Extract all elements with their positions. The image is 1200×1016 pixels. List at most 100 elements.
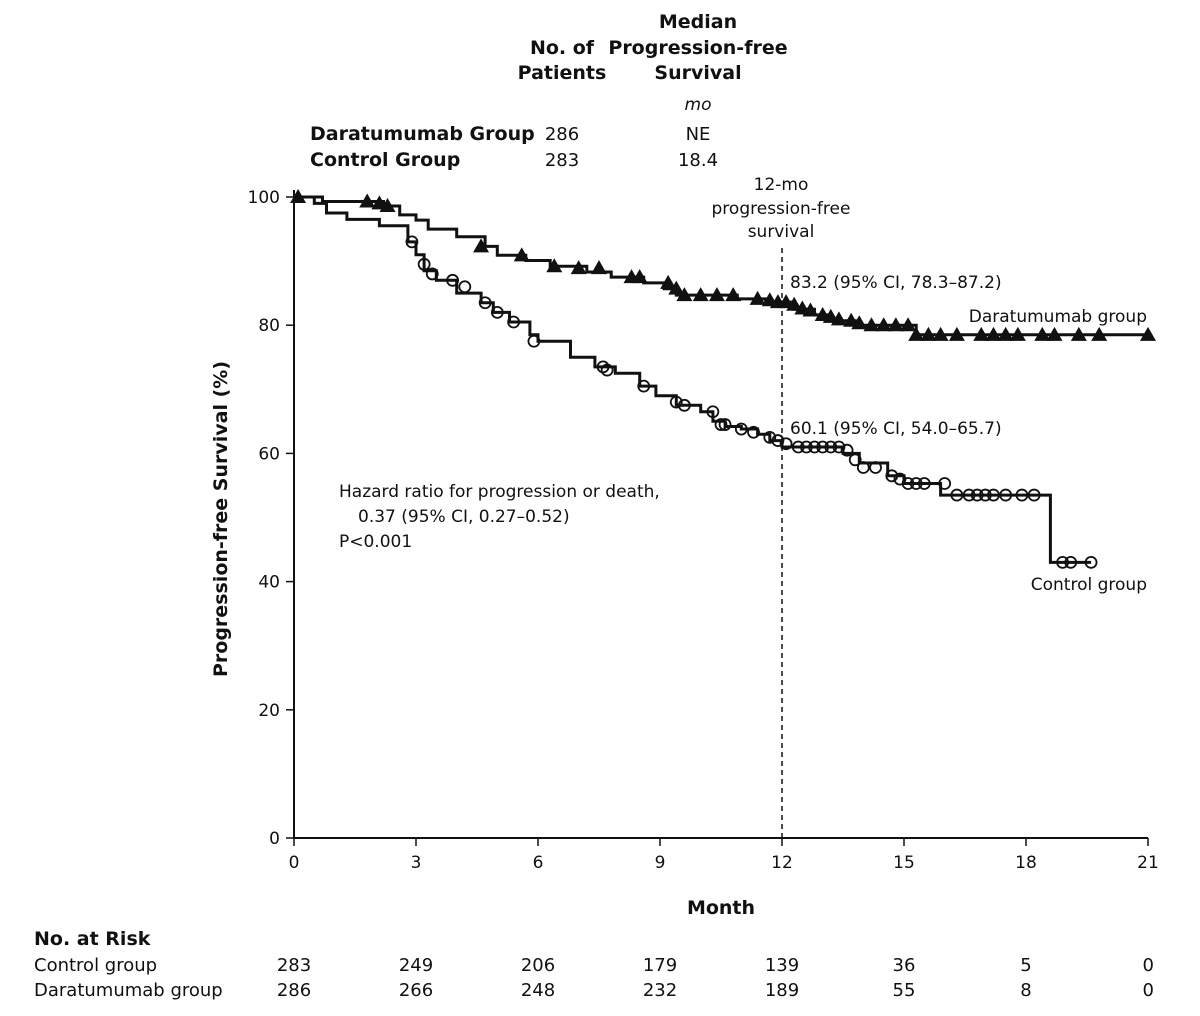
control-group-censor-mark <box>478 296 492 310</box>
control-12mo-value: 60.1 (95% CI, 54.0–65.7) <box>790 419 1002 439</box>
daratumumab-group-censor-mark <box>948 326 965 341</box>
reference-label-line-2: progression-free <box>712 199 851 219</box>
col-median-line-3: Survival <box>654 62 741 84</box>
control-group-censor-mark <box>938 477 952 490</box>
control-group-censor-mark <box>978 488 992 502</box>
daratumumab-group-censor-mark <box>359 193 376 208</box>
daratumumab-group-censor-mark <box>875 317 892 332</box>
control-group-censor-mark <box>405 235 419 249</box>
control-group-at-risk-month-12: 139 <box>765 955 799 976</box>
control-group-censor-mark <box>901 477 915 490</box>
daratumumab-group-censor-mark <box>1140 326 1156 341</box>
col-patients-line-2: Patients <box>518 62 607 84</box>
daratumumab-group-censor-mark <box>830 311 847 326</box>
control-group-censor-mark <box>909 477 923 490</box>
daratumumab-group-censor-mark <box>749 290 766 305</box>
daratumumab-group-censor-mark <box>379 197 396 212</box>
control-group-censor-mark <box>987 488 1000 502</box>
daratumumab-group-censor-mark <box>676 287 693 302</box>
control-group-censor-mark <box>600 363 614 377</box>
p-value: P<0.001 <box>339 532 412 552</box>
control-group-censor-mark <box>417 257 431 271</box>
control-group-censor-mark <box>507 315 520 329</box>
control-group-censor-mark <box>1015 488 1029 502</box>
control-group-censor-mark <box>771 434 785 447</box>
control-group-censor-mark <box>490 305 504 319</box>
risk-table: No. at Risk Control group Daratumumab gr… <box>34 928 1154 1001</box>
control-group-censor-mark <box>824 440 838 454</box>
daratumumab-group-censor-mark <box>660 274 677 289</box>
group-label-daratumumab: Daratumumab Group <box>310 123 535 145</box>
daratumumab-group-censor-mark <box>786 296 803 311</box>
control-group-censor-mark <box>917 477 931 490</box>
control-group-censor-mark <box>869 461 882 474</box>
daratumumab-group-censor-mark <box>1046 326 1063 341</box>
daratumumab-group-at-risk-month-9: 232 <box>643 980 677 1001</box>
y-tick-label-0: 0 <box>269 829 280 849</box>
y-axis-label: Progression-free Survival (%) <box>210 361 232 677</box>
control-group-censor-mark <box>962 488 976 502</box>
hazard-ratio-line-1: Hazard ratio for progression or death, <box>339 482 660 502</box>
control-group-censor-mark <box>1084 555 1098 569</box>
x-tick-label-18: 18 <box>1015 853 1037 873</box>
x-ticks: 0 3 6 9 12 15 18 21 <box>289 838 1159 873</box>
daratumumab-group-at-risk-month-15: 55 <box>893 980 916 1001</box>
x-axis-label: Month <box>687 897 755 919</box>
daratumumab-group-censor-mark <box>1034 326 1051 341</box>
daratumumab-group-censor-mark <box>513 247 530 262</box>
daratumumab-group-censor-mark <box>692 287 709 302</box>
y-tick-label-20: 20 <box>258 701 280 721</box>
daratumumab-group-censor-mark <box>473 238 490 253</box>
daratumumab-group-censor-mark <box>973 326 990 341</box>
control-group-censor-mark <box>1027 488 1041 502</box>
daratumumab-group-censor-mark <box>932 326 949 341</box>
daratumumab-group-at-risk-month-21: 0 <box>1143 980 1154 1001</box>
y-tick-label-60: 60 <box>258 444 280 464</box>
control-group-censor-mark <box>678 398 691 412</box>
y-tick-label-40: 40 <box>258 573 280 593</box>
daratumumab-group-censor-mark <box>802 302 819 317</box>
control-group-censor-mark <box>800 440 813 454</box>
control-group-curve <box>294 195 1092 564</box>
control-group-censor-mark <box>669 395 683 409</box>
daratumumab-group-censor-mark <box>570 260 587 275</box>
x-tick-label-9: 9 <box>655 853 666 873</box>
daratumumab-group-at-risk-month-18: 8 <box>1020 980 1031 1001</box>
daratumumab-group-censor-mark <box>668 280 685 295</box>
risk-table-title: No. at Risk <box>34 928 151 950</box>
col-median-line-2: Progression-free <box>608 37 787 59</box>
daratumumab-group-censor-mark <box>863 317 880 332</box>
x-tick-label-0: 0 <box>289 853 300 873</box>
control-group-at-risk-month-0: 283 <box>277 955 311 976</box>
daratumumab-group-censor-mark <box>985 326 1002 341</box>
risk-values: 283 249 206 179 139 36 5 0 286 266 248 232 189 55 8 0 <box>277 955 1154 1001</box>
daratumumab-group-at-risk-month-0: 286 <box>277 980 311 1001</box>
daratumumab-group-censor-mark <box>631 269 648 284</box>
daratumumab-group-censor-mark <box>1009 326 1026 341</box>
control-group-censor-mark <box>970 488 984 502</box>
control-group-censor-mark <box>734 422 748 436</box>
y-tick-label-100: 100 <box>248 188 280 208</box>
control-group-censor-mark <box>1064 555 1078 569</box>
risk-row-label-daratumumab: Daratumumab group <box>34 980 223 1001</box>
control-group-censor-mark <box>840 443 854 457</box>
control-group-label: Control group <box>1031 575 1147 595</box>
daratumumab-group-label: Daratumumab group <box>969 307 1147 327</box>
control-group-at-risk-month-21: 0 <box>1143 955 1154 976</box>
control-group-censor-mark <box>885 469 899 483</box>
control-group-censor-mark <box>808 440 821 454</box>
hazard-ratio-line-2: 0.37 (95% CI, 0.27–0.52) <box>358 507 570 527</box>
group-label-control: Control Group <box>310 149 460 171</box>
control-group-at-risk-month-6: 206 <box>521 955 555 976</box>
y-tick-label-80: 80 <box>258 316 280 336</box>
daratumumab-group-at-risk-month-6: 248 <box>521 980 555 1001</box>
y-ticks: 0 20 40 60 80 100 <box>248 188 294 849</box>
control-group-censor-mark <box>856 461 870 474</box>
control-group-censor-mark <box>950 488 964 502</box>
control-group-censor-mark <box>1056 555 1069 569</box>
control-group-censor-mark <box>832 440 846 454</box>
control-group-at-risk-month-9: 179 <box>643 955 677 976</box>
daratumumab-group-censor-mark <box>708 287 725 302</box>
daratumumab-group-at-risk-month-3: 266 <box>399 980 433 1001</box>
